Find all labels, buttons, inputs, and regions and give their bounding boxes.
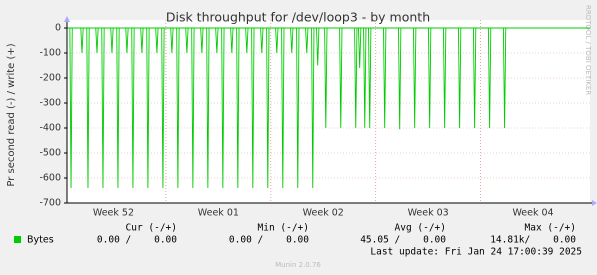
spike <box>80 27 84 54</box>
spike <box>110 27 114 54</box>
spike <box>383 27 387 129</box>
spike <box>413 27 417 129</box>
x-tick-label: Week 01 <box>198 208 239 219</box>
spike <box>161 27 165 189</box>
spike <box>236 27 240 189</box>
spike <box>316 27 320 66</box>
spike <box>185 27 189 54</box>
spike <box>116 27 120 189</box>
spike <box>339 27 343 129</box>
spike <box>305 27 309 54</box>
spike <box>155 27 159 54</box>
x-tick-label: Week 02 <box>303 208 344 219</box>
spike <box>266 27 270 189</box>
spike <box>215 27 219 54</box>
spike <box>363 27 367 129</box>
legend-header: Cur (-/+) <box>126 223 177 234</box>
spike <box>140 27 144 54</box>
spike <box>191 27 195 189</box>
spike <box>296 27 300 189</box>
spike <box>176 27 180 189</box>
plot-area <box>67 20 590 203</box>
legend-swatch <box>14 236 21 243</box>
spike <box>86 27 90 189</box>
spike <box>368 27 372 129</box>
y-tick-label: -400 <box>39 123 61 134</box>
legend-label: Bytes <box>27 235 54 246</box>
x-tick-label: Week 04 <box>512 208 553 219</box>
spike <box>170 27 174 54</box>
side-text: RRDTOOL / TOBI OETIKER <box>584 5 592 95</box>
y-tick-label: -700 <box>39 198 61 209</box>
legend-value: 45.05 / 0.00 <box>360 235 446 246</box>
y-tick-label: -100 <box>39 48 61 59</box>
spike <box>200 27 204 54</box>
spike <box>69 27 73 189</box>
spike <box>428 27 432 129</box>
last-update: Last update: Fri Jan 24 17:00:39 2025 <box>370 247 582 258</box>
spike <box>206 27 210 189</box>
legend-value: 14.81k/ 0.00 <box>490 235 576 246</box>
spike <box>358 27 362 69</box>
spike <box>442 27 447 129</box>
x-tick-label: Week 52 <box>93 208 134 219</box>
spike <box>398 27 402 130</box>
spike <box>354 27 358 129</box>
spike <box>245 27 249 54</box>
spike <box>221 27 225 189</box>
spike <box>290 27 294 54</box>
y-tick-label: -200 <box>39 73 61 84</box>
spike <box>487 27 492 129</box>
y-axis-label: Pr second read (-) / write (+) <box>6 43 17 186</box>
spike <box>95 27 99 54</box>
spike <box>457 27 462 129</box>
spike <box>101 27 105 189</box>
y-tick-label: -600 <box>39 173 61 184</box>
footer: Munin 2.0.76 <box>275 261 321 269</box>
spike <box>275 27 279 54</box>
legend-header: Min (-/+) <box>258 223 309 234</box>
spike <box>251 27 255 189</box>
y-tick-label: 0 <box>55 23 61 34</box>
y-tick-label: -300 <box>39 98 61 109</box>
legend-header: Avg (-/+) <box>395 223 446 234</box>
spike <box>324 27 328 129</box>
spike <box>472 27 477 129</box>
y-tick-label: -500 <box>39 148 61 159</box>
legend-value: 0.00 / 0.00 <box>229 235 309 246</box>
x-tick-label: Week 03 <box>408 208 449 219</box>
spike <box>146 27 150 189</box>
spike <box>125 27 129 54</box>
spike <box>281 27 285 189</box>
spike <box>502 27 507 129</box>
spike <box>311 27 315 189</box>
legend-value: 0.00 / 0.00 <box>97 235 177 246</box>
spike <box>131 27 135 189</box>
legend-header: Max (-/+) <box>525 223 576 234</box>
spike <box>230 27 234 54</box>
axis-arrow <box>592 200 597 206</box>
spike <box>260 27 264 54</box>
chart-title: Disk throughput for /dev/loop3 - by mont… <box>166 10 430 25</box>
axis-arrow <box>64 16 70 22</box>
